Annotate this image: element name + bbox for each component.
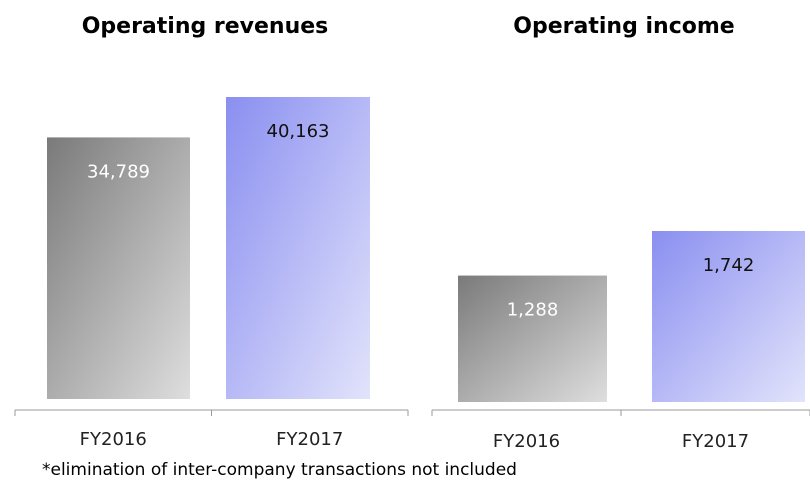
x-tick-label: FY2016 bbox=[493, 431, 560, 452]
x-tick-label: FY2017 bbox=[682, 431, 749, 452]
x-tick-label: FY2017 bbox=[276, 429, 343, 450]
value-label: 34,789 bbox=[87, 161, 150, 182]
bar bbox=[226, 97, 370, 399]
chart-title: Operating revenues bbox=[82, 14, 329, 39]
value-label: 1,742 bbox=[703, 255, 755, 276]
bar bbox=[458, 275, 607, 402]
footnote: *elimination of inter-company transactio… bbox=[42, 460, 517, 480]
x-tick-label: FY2016 bbox=[80, 429, 147, 450]
value-label: 1,288 bbox=[507, 300, 559, 321]
chart-title: Operating income bbox=[513, 14, 734, 39]
bar bbox=[47, 137, 190, 399]
value-label: 40,163 bbox=[267, 121, 330, 142]
bar bbox=[652, 231, 805, 402]
